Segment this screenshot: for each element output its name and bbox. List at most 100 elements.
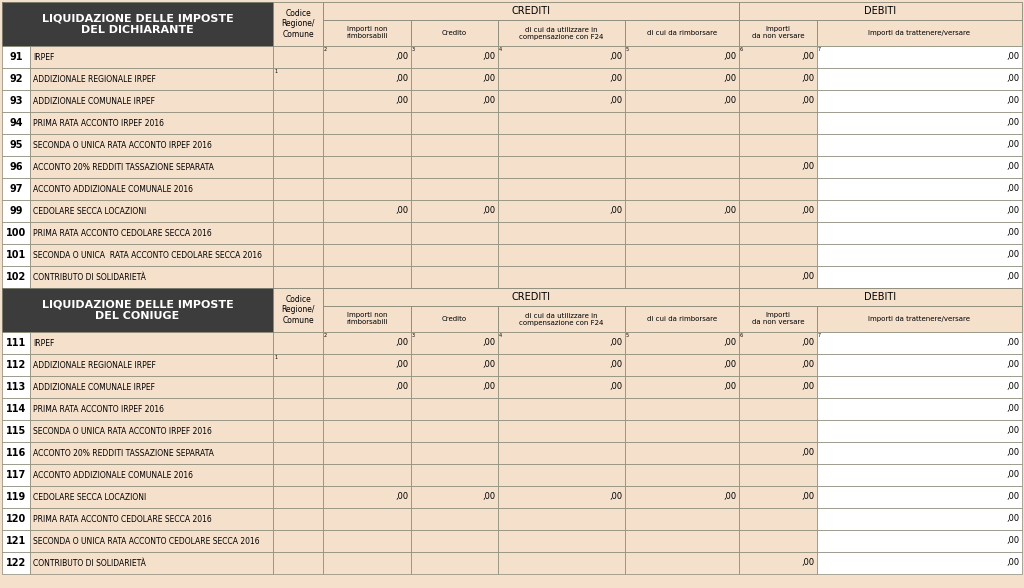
Text: ,00: ,00 [801,339,814,348]
Bar [498,20,625,46]
Text: ,00: ,00 [723,52,736,62]
Text: ADDIZIONALE REGIONALE IRPEF: ADDIZIONALE REGIONALE IRPEF [33,360,156,369]
Bar [2,464,30,486]
Bar [411,552,498,574]
Bar [411,222,498,244]
Text: Credito: Credito [442,30,467,36]
Text: 94: 94 [9,118,23,128]
Bar [411,200,498,222]
Bar [30,134,273,156]
Bar [739,376,817,398]
Text: ,00: ,00 [1006,206,1019,215]
Text: Importi da trattenere/versare: Importi da trattenere/versare [868,30,971,36]
Bar [739,2,1022,20]
Bar [739,134,817,156]
Bar [30,442,273,464]
Bar [273,288,323,332]
Bar [30,112,273,134]
Bar [739,20,817,46]
Text: DEBITI: DEBITI [864,292,897,302]
Text: ,00: ,00 [1006,514,1019,523]
Bar [625,420,739,442]
Text: ,00: ,00 [482,96,495,105]
Bar [30,530,273,552]
Bar [411,306,498,332]
Bar [739,486,817,508]
Bar [625,266,739,288]
Text: PRIMA RATA ACCONTO CEDOLARE SECCA 2016: PRIMA RATA ACCONTO CEDOLARE SECCA 2016 [33,229,212,238]
Text: ,00: ,00 [1006,141,1019,149]
Text: ADDIZIONALE COMUNALE IRPEF: ADDIZIONALE COMUNALE IRPEF [33,96,155,105]
Text: ,00: ,00 [801,383,814,392]
Bar [817,244,1022,266]
Text: ,00: ,00 [801,559,814,567]
Bar [273,332,323,354]
Bar [411,376,498,398]
Bar [30,486,273,508]
Text: ,00: ,00 [1006,470,1019,479]
Text: SECONDA O UNICA RATA ACCONTO IRPEF 2016: SECONDA O UNICA RATA ACCONTO IRPEF 2016 [33,426,212,436]
Bar [323,222,411,244]
Text: Importi non
rimborsabili: Importi non rimborsabili [346,312,388,326]
Bar [625,552,739,574]
Text: 92: 92 [9,74,23,84]
Bar [30,90,273,112]
Bar [273,178,323,200]
Text: IRPEF: IRPEF [33,339,54,348]
Bar [817,306,1022,332]
Text: 5: 5 [626,333,629,338]
Bar [739,332,817,354]
Bar [2,2,273,46]
Bar [2,90,30,112]
Bar [817,486,1022,508]
Bar [411,266,498,288]
Text: SECONDA O UNICA RATA ACCONTO IRPEF 2016: SECONDA O UNICA RATA ACCONTO IRPEF 2016 [33,141,212,149]
Bar [739,222,817,244]
Bar [323,266,411,288]
Bar [30,376,273,398]
Text: ,00: ,00 [482,75,495,83]
Bar [273,442,323,464]
Bar [273,530,323,552]
Bar [323,46,411,68]
Text: ,00: ,00 [1006,426,1019,436]
Bar [273,244,323,266]
Text: ,00: ,00 [609,75,622,83]
Bar [323,332,411,354]
Text: ,00: ,00 [723,75,736,83]
Bar [625,530,739,552]
Text: 120: 120 [6,514,27,524]
Bar [273,156,323,178]
Text: 6: 6 [740,333,743,338]
Text: ACCONTO 20% REDDITI TASSAZIONE SEPARATA: ACCONTO 20% REDDITI TASSAZIONE SEPARATA [33,449,214,457]
Text: PRIMA RATA ACCONTO IRPEF 2016: PRIMA RATA ACCONTO IRPEF 2016 [33,119,164,128]
Bar [411,112,498,134]
Text: 2: 2 [324,47,327,52]
Bar [411,178,498,200]
Bar [625,20,739,46]
Text: ACCONTO 20% REDDITI TASSAZIONE SEPARATA: ACCONTO 20% REDDITI TASSAZIONE SEPARATA [33,162,214,172]
Text: ,00: ,00 [801,96,814,105]
Bar [30,332,273,354]
Bar [625,244,739,266]
Text: ,00: ,00 [482,52,495,62]
Text: PRIMA RATA ACCONTO CEDOLARE SECCA 2016: PRIMA RATA ACCONTO CEDOLARE SECCA 2016 [33,514,212,523]
Bar [30,420,273,442]
Text: 93: 93 [9,96,23,106]
Text: DEBITI: DEBITI [864,6,897,16]
Bar [323,134,411,156]
Text: Credito: Credito [442,316,467,322]
Text: ,00: ,00 [801,360,814,369]
Bar [323,376,411,398]
Text: ,00: ,00 [1006,185,1019,193]
Bar [625,222,739,244]
Bar [739,508,817,530]
Bar [498,200,625,222]
Bar [625,376,739,398]
Text: ,00: ,00 [1006,52,1019,62]
Text: ,00: ,00 [1006,405,1019,413]
Text: ,00: ,00 [395,75,408,83]
Bar [739,178,817,200]
Text: Codice
Regione/
Comune: Codice Regione/ Comune [282,9,314,39]
Text: CEDOLARE SECCA LOCAZIONI: CEDOLARE SECCA LOCAZIONI [33,493,146,502]
